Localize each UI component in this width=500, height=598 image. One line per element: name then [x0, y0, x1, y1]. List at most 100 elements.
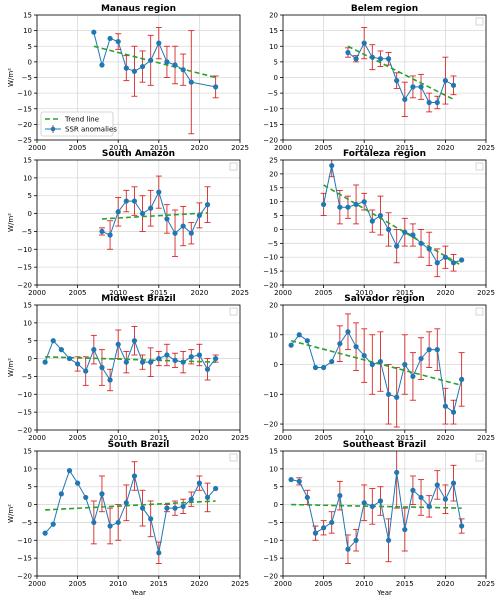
y-tick-label: 0 [28, 58, 32, 66]
y-tick-label: 10 [23, 27, 32, 35]
x-tick-label: 2005 [315, 580, 333, 588]
ssr-point [321, 201, 327, 208]
legend-empty-box [229, 307, 238, 316]
legend-ssr-marker [50, 126, 56, 132]
plot-frame [282, 159, 487, 286]
ssr-point [107, 377, 113, 383]
ssr-point [402, 229, 408, 235]
x-tick-label: 2000 [28, 434, 46, 442]
ssr-point [385, 226, 392, 233]
ssr-point [188, 230, 194, 236]
ssr-point [180, 223, 186, 229]
ssr-point [385, 56, 392, 62]
y-tick-label: 15 [23, 12, 32, 20]
ssr-point [426, 503, 432, 509]
x-tick-label: 2020 [190, 580, 208, 588]
ssr-point [42, 359, 48, 365]
chart-panel-5: Midwest Brazil 2000 2005 2010 2015 2020 2025 −2… [7, 294, 249, 442]
panel-title: Fortaleza region [343, 149, 426, 159]
ssr-series-line [93, 32, 216, 88]
ssr-point [402, 526, 408, 533]
ssr-point [75, 361, 81, 367]
ssr-point [99, 364, 105, 371]
ssr-point [204, 366, 211, 372]
ssr-point [196, 212, 202, 218]
y-tick-label: 0 [274, 501, 278, 509]
ssr-point [196, 480, 202, 486]
y-tick-label: 5 [28, 43, 32, 51]
ssr-point [213, 84, 219, 90]
x-tick-label: 2000 [28, 580, 46, 588]
ssr-point [418, 240, 424, 246]
y-tick-label: −20 [17, 121, 32, 129]
y-tick-label: −15 [263, 268, 278, 276]
ssr-point [196, 352, 202, 358]
y-tick-label: −5 [22, 373, 32, 381]
ssr-point [91, 519, 97, 526]
ssr-point [434, 260, 440, 266]
trend-line [101, 212, 208, 220]
ssr-point [50, 521, 56, 527]
y-tick-label: 0 [28, 355, 32, 363]
y-tick-label: −5 [268, 240, 278, 248]
plot-area [320, 160, 465, 278]
ssr-point [361, 352, 367, 359]
ssr-point [353, 344, 359, 350]
x-tick-label: 2000 [274, 144, 292, 152]
panel-title: South Amazon [102, 149, 175, 159]
panel-title: Southeast Brazil [343, 440, 427, 450]
ssr-point [75, 480, 81, 486]
y-tick-label: −10 [17, 90, 32, 98]
panel-title: South Brazil [108, 440, 170, 450]
ssr-point [139, 505, 146, 511]
x-tick-label: 2000 [28, 144, 46, 152]
ssr-series-line [323, 165, 462, 264]
y-tick-label: −5 [22, 228, 32, 236]
ssr-point [288, 476, 294, 483]
y-tick-label: 10 [23, 319, 32, 327]
x-tick-label: 2010 [109, 434, 127, 442]
plot-area [98, 175, 211, 257]
ssr-point [180, 359, 186, 365]
trend-line [45, 500, 216, 511]
legend-empty-box [475, 453, 484, 462]
ssr-point [450, 480, 457, 486]
x-tick-label: 2010 [355, 580, 373, 588]
y-tick-label: 5 [274, 483, 278, 491]
y-tick-label: −15 [17, 105, 32, 113]
y-tick-label: −10 [17, 537, 32, 545]
x-tick-label: 2015 [396, 580, 414, 588]
ssr-point [213, 485, 219, 492]
y-tick-label: 10 [269, 331, 278, 339]
ssr-point [58, 491, 64, 497]
x-tick-label: 2020 [190, 144, 208, 152]
ssr-point [377, 358, 384, 365]
x-tick-label: 2020 [436, 580, 454, 588]
ssr-point [204, 494, 211, 501]
legend-empty-box [475, 162, 484, 171]
ssr-point [353, 201, 359, 208]
ssr-point [115, 519, 121, 526]
ssr-series-line [44, 469, 216, 553]
y-tick-label: −5 [22, 519, 32, 527]
plot-area [42, 461, 219, 564]
ssr-point [115, 209, 121, 215]
x-tick-label: 2000 [274, 580, 292, 588]
ssr-point [434, 482, 440, 488]
y-tick-label: 0 [274, 226, 278, 234]
plot-frame [282, 14, 487, 141]
ssr-point [369, 503, 375, 509]
ssr-point [180, 503, 186, 509]
ssr-point [459, 376, 465, 383]
x-tick-label: 2020 [190, 289, 208, 297]
y-tick-label: 0 [274, 74, 278, 82]
y-tick-label: 15 [269, 448, 278, 456]
chart-panel-1: Manaus region 2000 2005 2010 2015 2020 2025 −25… [7, 4, 249, 152]
x-axis-label: Year [376, 589, 392, 597]
x-tick-label: 2005 [69, 580, 87, 588]
y-tick-label: −15 [17, 409, 32, 417]
y-tick-label: −5 [268, 519, 278, 527]
ssr-point [172, 230, 178, 236]
y-tick-label: 15 [269, 184, 278, 192]
